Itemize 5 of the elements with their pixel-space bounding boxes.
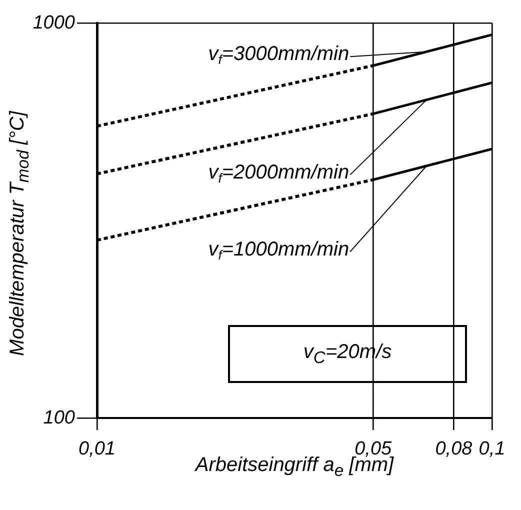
y-tick-label: 1000 <box>32 12 76 34</box>
x-tick-label: 0,01 <box>78 438 116 460</box>
x-tick-label: 0,1 <box>478 438 506 460</box>
y-tick-label: 100 <box>43 407 76 428</box>
x-tick-label: 0,08 <box>435 438 473 460</box>
